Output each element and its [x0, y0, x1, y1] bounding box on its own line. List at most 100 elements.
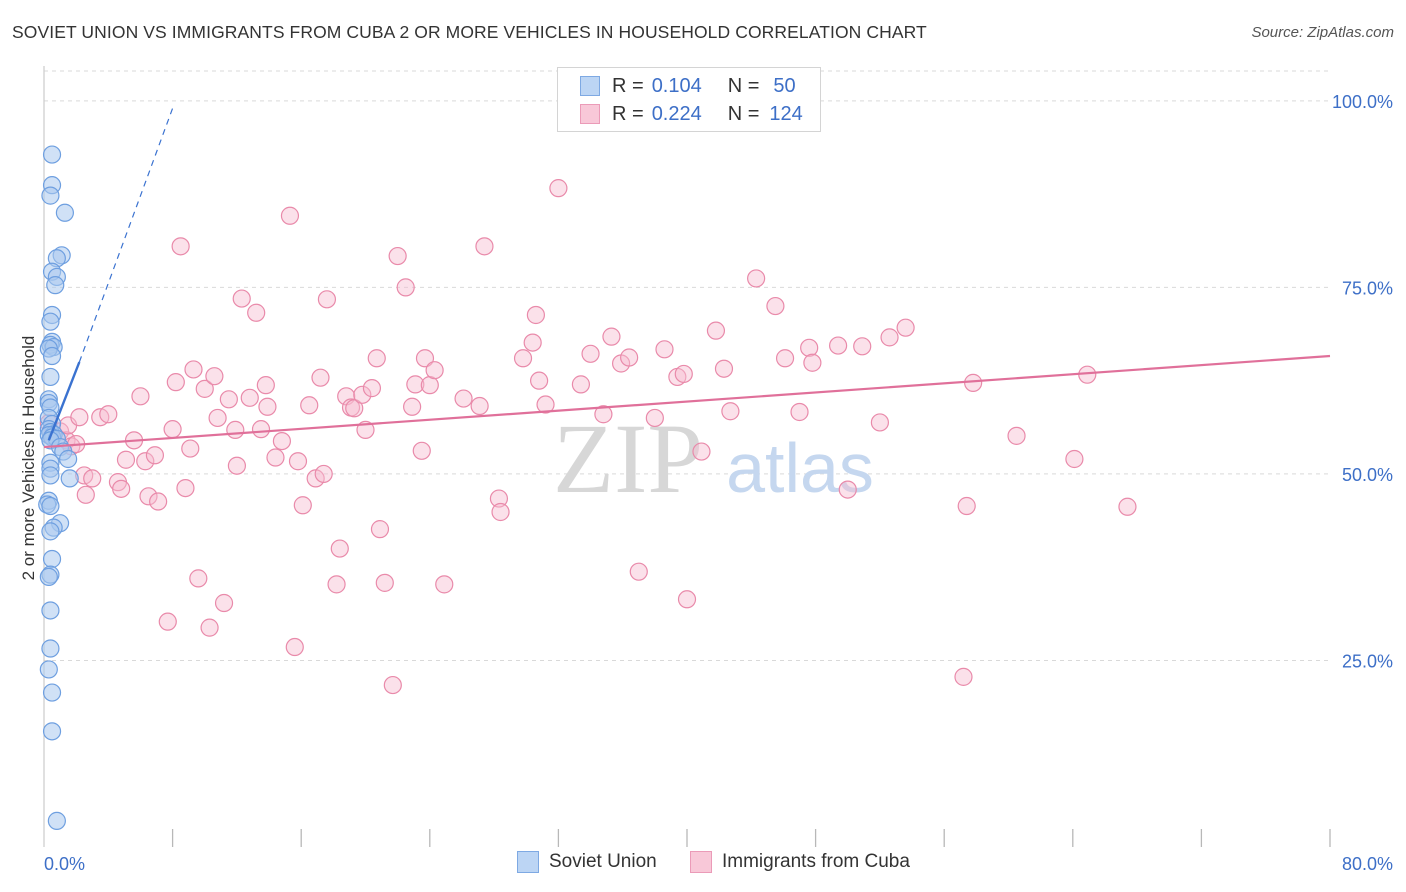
data-point-cuba: [285, 637, 304, 657]
data-point-cuba: [602, 327, 621, 346]
data-point-soviet: [39, 660, 58, 679]
data-point-cuba: [435, 575, 454, 594]
data-point-cuba: [530, 371, 549, 390]
data-point-cuba: [526, 305, 545, 325]
data-point-cuba: [489, 489, 509, 508]
data-point-cuba: [311, 368, 330, 387]
data-point-cuba: [523, 333, 542, 352]
data-point-cuba: [149, 492, 168, 511]
trend-layer: [43, 108, 1331, 449]
y-tick-label: 75.0%: [1342, 278, 1393, 298]
data-point-cuba: [964, 373, 983, 392]
data-point-cuba: [158, 612, 177, 631]
data-point-cuba: [353, 385, 372, 404]
data-point-cuba: [367, 349, 386, 368]
data-point-cuba: [240, 388, 259, 407]
data-point-cuba: [280, 206, 300, 225]
y-tick-label: 25.0%: [1342, 651, 1393, 671]
data-point-cuba: [706, 321, 726, 340]
data-point-cuba: [674, 364, 693, 384]
data-point-cuba: [396, 278, 415, 297]
data-point-cuba: [200, 618, 219, 637]
watermark-atlas: atlas: [726, 429, 874, 507]
data-point-cuba: [76, 485, 95, 504]
data-point-cuba: [475, 237, 494, 256]
bottom-legend-swatch-blue: [517, 851, 539, 873]
data-point-soviet: [41, 367, 60, 387]
legend-r-value: 0.104: [651, 74, 702, 97]
data-point-cuba: [677, 590, 697, 609]
data-point-cuba: [714, 359, 734, 378]
data-point-cuba: [251, 420, 271, 439]
data-point-cuba: [362, 379, 382, 398]
data-point-cuba: [205, 367, 224, 386]
data-point-cuba: [1118, 497, 1137, 516]
chart-title: SOVIET UNION VS IMMIGRANTS FROM CUBA 2 O…: [12, 22, 927, 42]
data-point-soviet: [41, 522, 60, 541]
data-point-cuba: [330, 539, 349, 558]
data-point-cuba: [549, 179, 568, 198]
bottom-legend-label: Immigrants from Cuba: [722, 851, 910, 872]
data-point-cuba: [412, 441, 431, 460]
data-point-cuba: [388, 246, 407, 266]
data-point-cuba: [425, 361, 444, 380]
data-point-soviet: [47, 811, 66, 830]
data-point-cuba: [176, 479, 195, 498]
data-point-soviet: [42, 683, 62, 702]
data-point-cuba: [258, 397, 277, 416]
data-point-cuba: [645, 408, 664, 428]
data-point-cuba: [880, 328, 899, 347]
data-point-cuba: [345, 399, 364, 418]
data-point-cuba: [383, 675, 402, 695]
axis-layer: 25.0% 50.0% 75.0% 100.0% 0.0% 80.0%: [43, 66, 1393, 874]
data-point-cuba: [721, 402, 740, 421]
data-point-cuba: [513, 349, 533, 368]
legend-n-value: 124: [769, 102, 803, 125]
data-point-cuba: [219, 390, 238, 409]
data-point-cuba: [620, 348, 639, 367]
data-point-cuba: [232, 289, 251, 308]
data-point-soviet: [42, 549, 62, 569]
bottom-legend: Soviet Union Immigrants from Cuba: [0, 851, 1406, 877]
bottom-legend-soviet-union: Soviet Union: [517, 851, 657, 873]
data-point-cuba: [491, 502, 510, 522]
y-tick-label: 100.0%: [1332, 92, 1393, 112]
data-point-cuba: [536, 395, 555, 414]
data-point-cuba: [181, 439, 200, 458]
data-point-cuba: [300, 396, 319, 415]
data-point-cuba: [272, 431, 292, 451]
legend-r-label: R =: [612, 74, 644, 97]
data-point-cuba: [454, 389, 473, 408]
data-point-soviet: [42, 346, 62, 366]
bottom-legend-label: Soviet Union: [549, 851, 657, 872]
data-point-cuba: [571, 375, 591, 394]
data-point-cuba: [195, 379, 214, 398]
bottom-legend-immigrants-from-cuba: Immigrants from Cuba: [690, 851, 910, 873]
legend-n-label: N =: [727, 74, 760, 97]
watermark-zip: ZIP: [553, 403, 703, 514]
legend-swatch-pink: [580, 104, 600, 124]
data-point-soviet: [41, 186, 60, 205]
data-point-cuba: [116, 450, 136, 469]
data-point-cuba: [208, 408, 227, 428]
data-point-soviet: [41, 639, 60, 658]
data-point-soviet: [59, 449, 78, 469]
data-point-cuba: [370, 520, 390, 539]
data-point-cuba: [131, 387, 150, 406]
data-point-cuba: [247, 303, 266, 322]
data-point-cuba: [139, 487, 158, 506]
data-point-soviet: [60, 469, 79, 488]
source-label: Source: ZipAtlas.com: [1251, 24, 1394, 41]
data-point-cuba: [327, 575, 346, 594]
legend-n-value: 50: [773, 74, 796, 97]
data-point-cuba: [790, 402, 809, 422]
data-point-cuba: [957, 496, 976, 516]
legend-swatch-blue: [580, 76, 600, 96]
points-immigrants-from-cuba: [39, 179, 1137, 695]
data-point-cuba: [145, 446, 165, 465]
data-point-cuba: [896, 318, 915, 337]
data-point-cuba: [189, 569, 208, 588]
x-tick-label: 0.0%: [44, 854, 85, 874]
data-point-cuba: [184, 360, 203, 379]
